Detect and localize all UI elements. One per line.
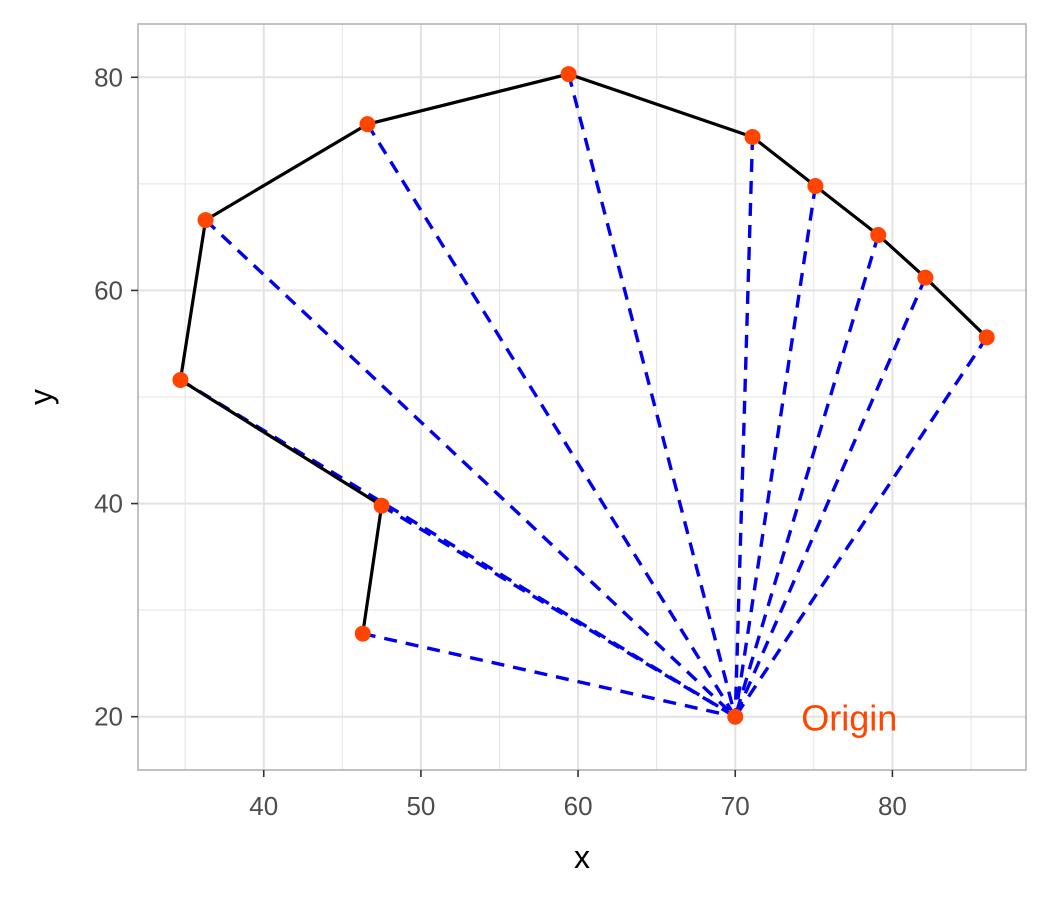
origin-ray: [733, 234, 880, 718]
path-line: [178, 72, 988, 634]
data-point: [917, 269, 934, 286]
origin-ray: [362, 631, 736, 719]
data-point: [870, 227, 887, 244]
panel-border: [137, 23, 1027, 771]
data-point: [560, 66, 577, 83]
x-axis-ticks: 40 50 60 70 80: [249, 770, 907, 821]
minor-grid: [138, 24, 1026, 770]
origin-point: [727, 708, 744, 725]
y-axis-ticks: 20 40 60 80: [94, 62, 138, 732]
ray-layer: [179, 73, 989, 719]
origin-annotation: Origin: [801, 698, 897, 739]
origin-ray: [733, 276, 927, 718]
y-tick-label: 20: [94, 702, 123, 732]
y-axis-title: y: [23, 389, 59, 405]
data-point: [359, 116, 376, 133]
x-tick-label: 40: [249, 791, 278, 821]
data-point: [978, 329, 995, 346]
x-axis-title: x: [574, 839, 590, 875]
origin-ray: [366, 123, 737, 718]
data-point: [172, 371, 189, 388]
data-point: [197, 212, 214, 229]
data-point: [373, 497, 390, 514]
x-tick-label: 60: [564, 791, 593, 821]
x-tick-label: 70: [721, 791, 750, 821]
x-tick-label: 80: [878, 791, 907, 821]
y-tick-label: 60: [94, 275, 123, 305]
data-point: [807, 177, 824, 194]
origin-ray: [566, 73, 737, 718]
y-tick-label: 40: [94, 489, 123, 519]
origin-ray: [179, 378, 737, 719]
origin-ray: [733, 136, 755, 717]
origin-ray: [733, 336, 989, 718]
data-point: [744, 128, 761, 145]
y-tick-label: 80: [94, 62, 123, 92]
data-point: [354, 625, 371, 642]
origin-ray: [204, 218, 737, 718]
x-tick-label: 50: [406, 791, 435, 821]
point-layer: [172, 66, 995, 725]
origin-ray: [733, 185, 818, 717]
